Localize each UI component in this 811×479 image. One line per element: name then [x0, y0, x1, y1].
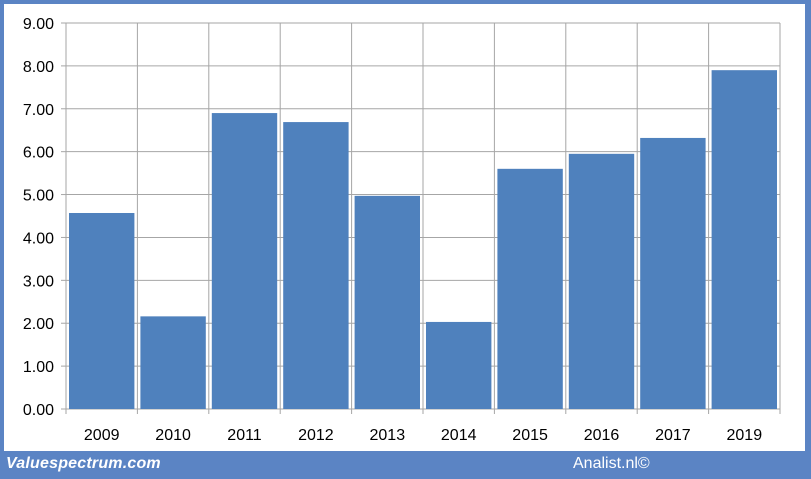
source-label-left: Valuespectrum.com: [6, 455, 161, 472]
y-tick-label: 6.00: [23, 145, 54, 162]
bar-2010: [140, 316, 206, 409]
y-tick-label: 7.00: [23, 102, 54, 119]
y-tick-label: 5.00: [23, 188, 54, 205]
y-tick-label: 8.00: [23, 59, 54, 76]
x-tick-label: 2014: [441, 427, 477, 444]
x-tick-label: 2012: [298, 427, 334, 444]
bar-2011: [211, 113, 278, 410]
x-tick-label: 2013: [370, 427, 406, 444]
x-tick-label: 2017: [655, 427, 691, 444]
y-tick-label: 9.00: [23, 16, 54, 33]
x-tick-label: 2015: [512, 427, 548, 444]
bar-2019: [711, 70, 777, 409]
y-tick-label: 0.00: [23, 402, 54, 419]
bar-2015: [497, 168, 563, 409]
x-tick-label: 2016: [584, 427, 620, 444]
bar-2017: [640, 137, 706, 410]
bar-2014: [426, 321, 492, 409]
y-tick-label: 1.00: [23, 359, 54, 376]
bar-2016: [568, 153, 635, 409]
x-tick-label: 2011: [227, 427, 262, 444]
y-tick-label: 4.00: [23, 230, 54, 247]
x-tick-label: 2010: [155, 427, 191, 444]
y-tick-label: 3.00: [23, 273, 54, 290]
x-tick-label: 2019: [727, 427, 763, 444]
y-tick-label: 2.00: [23, 316, 54, 333]
source-label-right: Analist.nl©: [573, 455, 650, 472]
bar-2012: [283, 122, 349, 409]
bar-2013: [354, 195, 420, 409]
x-tick-label: 2009: [84, 427, 120, 444]
bar-2009: [69, 212, 135, 409]
